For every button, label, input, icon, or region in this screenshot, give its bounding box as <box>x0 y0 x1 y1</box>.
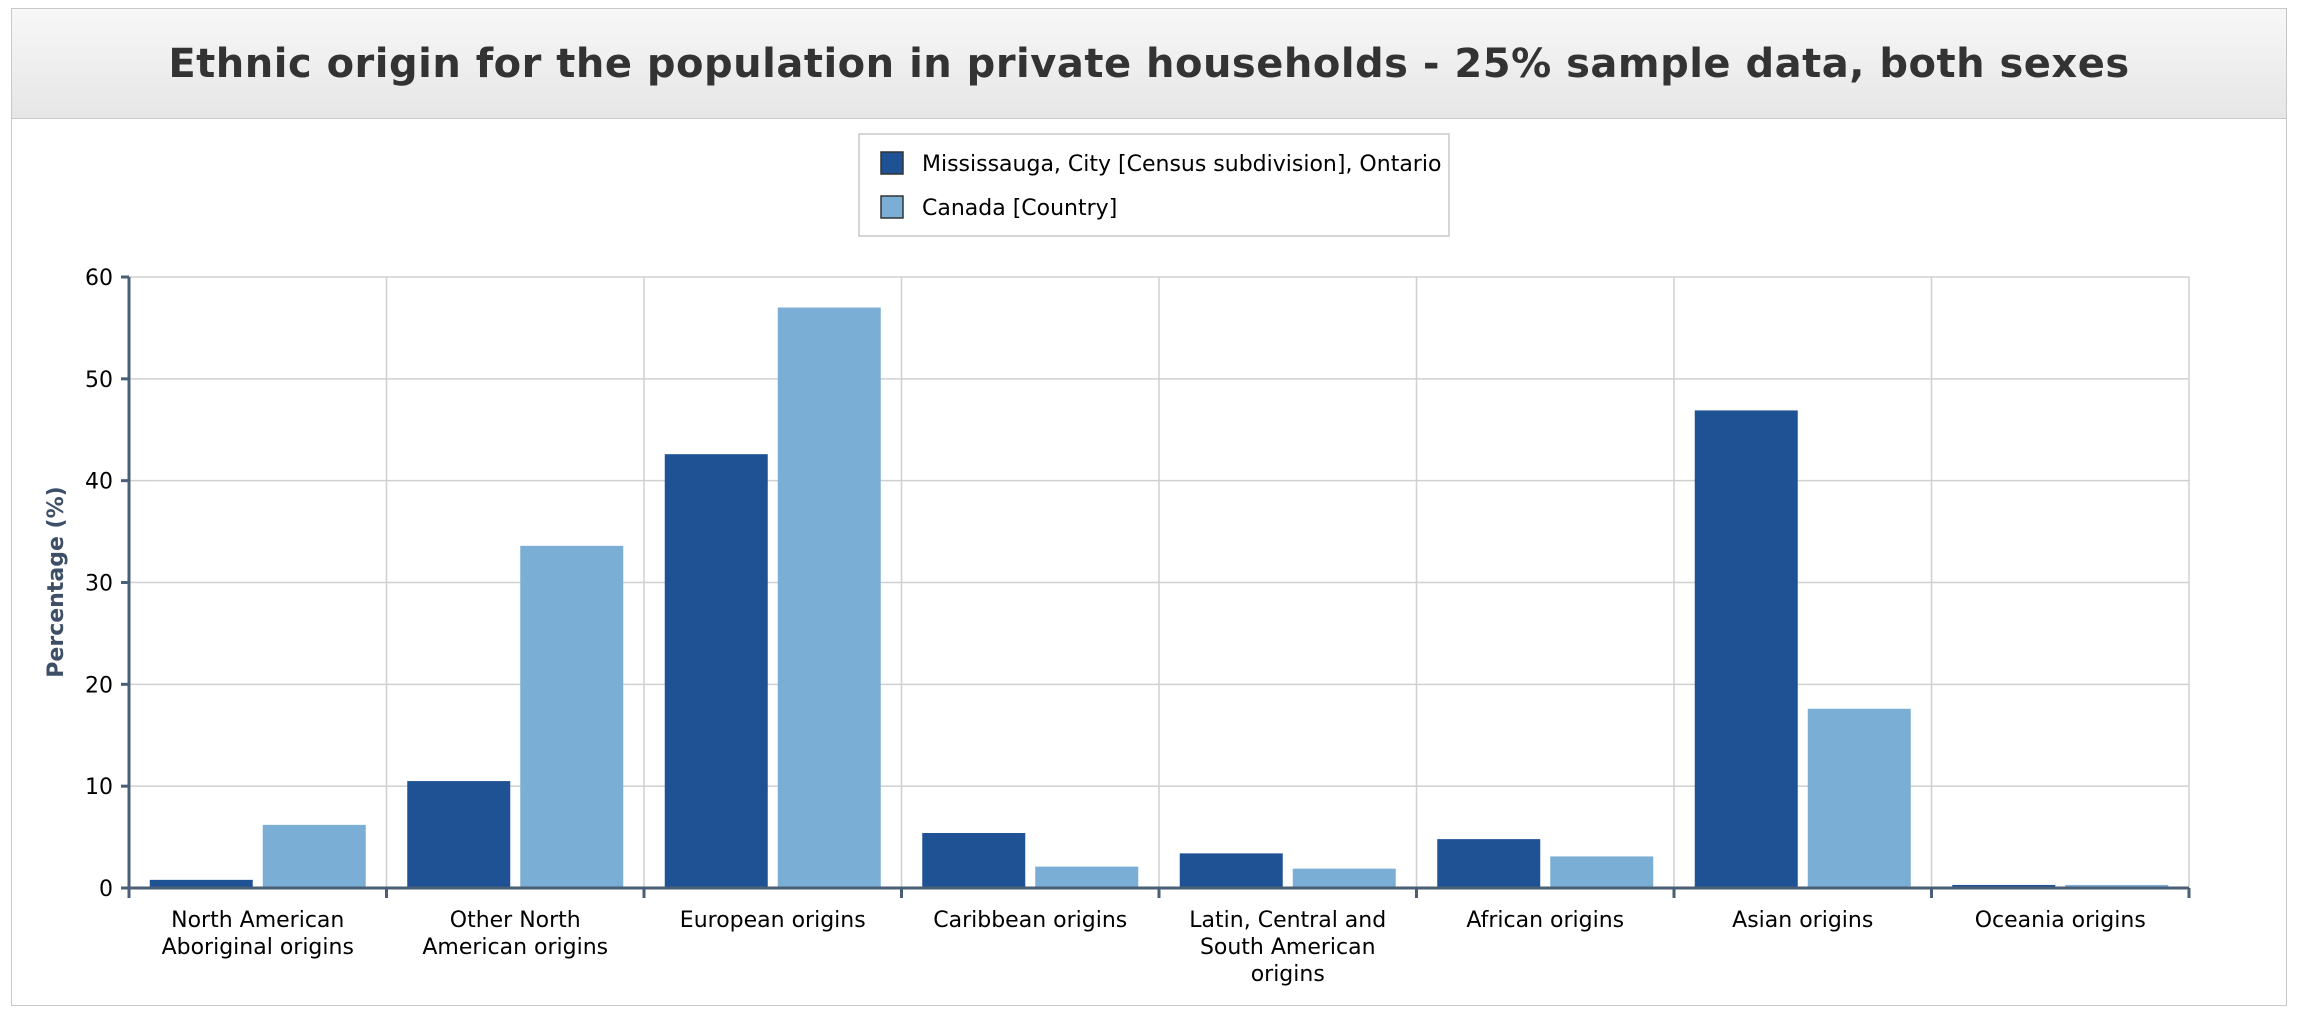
chart-title: Ethnic origin for the population in priv… <box>168 40 2130 87</box>
bar <box>664 454 768 888</box>
x-tick-label: Caribbean origins <box>933 908 1127 933</box>
y-tick-label: 60 <box>85 266 113 291</box>
x-tick-label: European origins <box>680 908 866 933</box>
x-tick-label-line: Latin, Central and <box>1189 908 1386 933</box>
x-tick-label-line: European origins <box>680 908 866 933</box>
bar <box>1292 868 1396 888</box>
y-tick-label: 30 <box>85 572 113 597</box>
legend-swatch <box>880 151 904 175</box>
x-tick-label-line: African origins <box>1466 908 1624 933</box>
x-tick-label: Oceania origins <box>1975 908 2146 933</box>
bar <box>1035 866 1139 888</box>
x-tick-label-line: Caribbean origins <box>933 908 1127 933</box>
y-tick-label: 10 <box>85 775 113 800</box>
x-tick-label: Other North American origins <box>422 908 608 960</box>
chart-title-bar: Ethnic origin for the population in priv… <box>12 9 2286 119</box>
x-tick-label-line: Other North <box>450 908 581 933</box>
legend-box <box>858 133 1450 237</box>
bar <box>520 545 624 888</box>
legend-swatch <box>880 195 904 219</box>
y-tick-label: 40 <box>85 470 113 495</box>
bar <box>1807 708 1911 888</box>
x-tick-label-line: Asian origins <box>1732 908 1873 933</box>
y-axis-title: Percentage (%) <box>44 486 69 677</box>
x-tick-label-line: North American <box>171 908 344 933</box>
x-tick-label-line: Oceania origins <box>1975 908 2146 933</box>
y-tick-label: 20 <box>85 673 113 698</box>
legend-label: Canada [Country] <box>922 196 1117 221</box>
x-tick-label: African origins <box>1466 908 1624 933</box>
bar <box>149 879 253 888</box>
y-tick-label: 0 <box>99 877 113 902</box>
bar <box>1437 839 1541 888</box>
x-tick-label: Latin, Central and South American origins <box>1189 908 1386 987</box>
bar <box>1179 853 1283 888</box>
x-tick-label-line: American origins <box>422 935 608 960</box>
x-tick-label: North American Aboriginal origins <box>162 908 354 960</box>
bar <box>1550 856 1654 888</box>
legend-label: Mississauga, City [Census subdivision], … <box>922 152 1441 177</box>
bar <box>922 833 1026 888</box>
x-tick-label: Asian origins <box>1732 908 1873 933</box>
x-tick-label-line: origins <box>1251 962 1325 987</box>
bar <box>1952 884 2056 888</box>
bar <box>407 781 511 888</box>
x-tick-label-line: South American <box>1200 935 1376 960</box>
bar <box>777 307 881 888</box>
y-tick-label: 50 <box>85 368 113 393</box>
bar <box>2065 884 2169 888</box>
bar <box>262 824 366 888</box>
bar <box>1694 410 1798 888</box>
x-tick-label-line: Aboriginal origins <box>162 935 354 960</box>
